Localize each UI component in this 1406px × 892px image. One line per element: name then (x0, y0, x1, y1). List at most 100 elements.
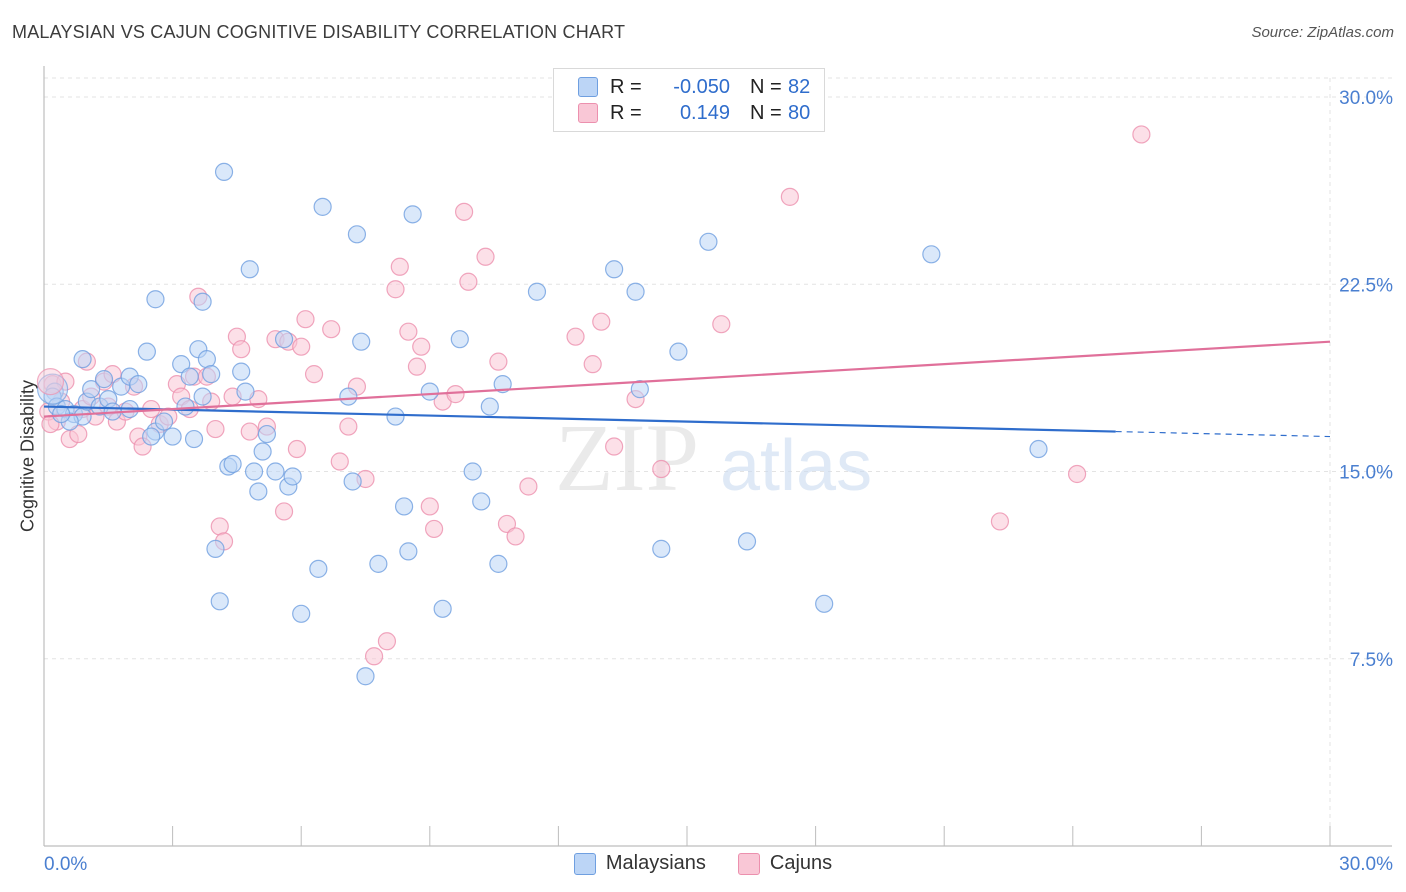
cajun-point (519, 477, 538, 496)
r-value: -0.050 (673, 75, 730, 98)
y-tick-label: 22.5% (1339, 275, 1393, 296)
malaysian-point (154, 412, 174, 431)
malaysian-point (142, 427, 161, 446)
malaysian-point (176, 397, 195, 416)
malaysian-point (249, 482, 268, 501)
malaysian-point (244, 462, 264, 481)
malaysian-point (266, 462, 285, 481)
cajun-point (476, 247, 495, 266)
pink-swatch-icon (578, 103, 598, 123)
malaysian-point (669, 342, 688, 361)
malaysian-point (193, 387, 212, 406)
malaysian-point (137, 342, 156, 361)
malaysian-point (527, 282, 547, 301)
cajun-point (240, 422, 259, 441)
cajun-point (459, 272, 478, 291)
legend-item-malaysians: Malaysians (573, 852, 706, 875)
legend-label-malaysians: Malaysians (605, 852, 706, 874)
malaysian-point (240, 260, 259, 279)
malaysian-point (184, 429, 204, 449)
cajun-point (489, 352, 508, 371)
malaysian-point-large (36, 373, 69, 405)
cajun-point (605, 437, 624, 456)
malaysian-point (339, 387, 358, 406)
malaysian-point (163, 427, 182, 446)
malaysian-point (626, 282, 645, 301)
malaysian-point (347, 225, 367, 244)
cajun-point (712, 315, 731, 334)
blue-swatch-icon (578, 77, 598, 97)
malaysian-point (472, 492, 491, 511)
malaysian-point (420, 382, 439, 401)
malaysian-trend-line (43, 405, 1116, 433)
malaysian-point (352, 332, 371, 351)
cajun-point (420, 497, 439, 516)
malaysian-point (274, 330, 294, 349)
cajun-point (274, 502, 294, 521)
cajun-point (780, 187, 799, 206)
malaysian-point (236, 382, 255, 401)
malaysian-point (206, 539, 225, 558)
cajun-point (446, 385, 465, 404)
malaysian-point (356, 667, 375, 686)
cajun-point (339, 417, 358, 436)
series-legend: Malaysians Cajuns (0, 852, 1406, 875)
cajun-point (454, 202, 474, 221)
malaysian-point (493, 375, 512, 394)
y-tick-label: 30.0% (1339, 88, 1393, 109)
malaysian-point (197, 350, 216, 369)
cajun-point (407, 357, 427, 376)
cajun-point (364, 647, 384, 666)
cajun-point (583, 355, 602, 374)
cajun-point-large (36, 368, 65, 396)
malaysian-point (489, 554, 508, 573)
n-value: 80 (788, 101, 811, 124)
malaysian-point (82, 380, 101, 399)
cajun-point (69, 424, 88, 444)
cajun-point (424, 519, 444, 539)
cajun-point (566, 327, 585, 346)
malaysian-point (210, 592, 229, 611)
y-tick-label: 15.0% (1339, 463, 1393, 484)
malaysian-point (922, 245, 941, 264)
malaysian-point (386, 407, 405, 426)
r-value: 0.149 (679, 101, 730, 124)
n-label: N = (750, 75, 782, 98)
malaysian-point (313, 197, 332, 216)
malaysian-point (180, 367, 199, 386)
y-tick-label: 7.5% (1350, 650, 1393, 671)
malaysian-point (257, 424, 277, 444)
malaysian-point (1029, 439, 1048, 459)
cajun-point (412, 337, 431, 356)
malaysian-point (699, 232, 718, 251)
malaysian-point (403, 205, 422, 224)
malaysian-point (129, 375, 148, 394)
cajun-point (304, 365, 324, 384)
malaysian-trend-extension (1115, 430, 1331, 438)
malaysian-point (309, 559, 328, 578)
malaysian-point (146, 290, 165, 309)
cajun-point (399, 322, 418, 341)
cajun-point (232, 340, 251, 359)
cajun-point (296, 310, 315, 329)
malaysian-point (214, 162, 234, 181)
malaysian-point (737, 532, 757, 551)
cajun-point (506, 527, 525, 546)
cajun-point (497, 514, 517, 534)
cajun-point (210, 517, 229, 536)
malaysian-point (369, 554, 388, 573)
cajun-trend-line (43, 340, 1331, 418)
malaysian-point (253, 442, 272, 461)
cajun-point (386, 280, 405, 299)
malaysian-point (433, 599, 452, 618)
x-tick-label: 30.0% (1339, 854, 1393, 875)
legend-item-cajuns: Cajuns (737, 852, 832, 875)
cajun-point (287, 439, 307, 459)
stats-legend: R = -0.050 N = 82 R = 0.149 N = 80 (553, 68, 825, 132)
malaysian-point (232, 362, 251, 381)
legend-row-malaysians: R = -0.050 N = 82 (578, 74, 810, 100)
cajun-point (1067, 464, 1087, 484)
source-credit: Source: ZipAtlas.com (1251, 24, 1394, 41)
malaysian-point (202, 365, 221, 384)
malaysian-point (480, 397, 499, 416)
